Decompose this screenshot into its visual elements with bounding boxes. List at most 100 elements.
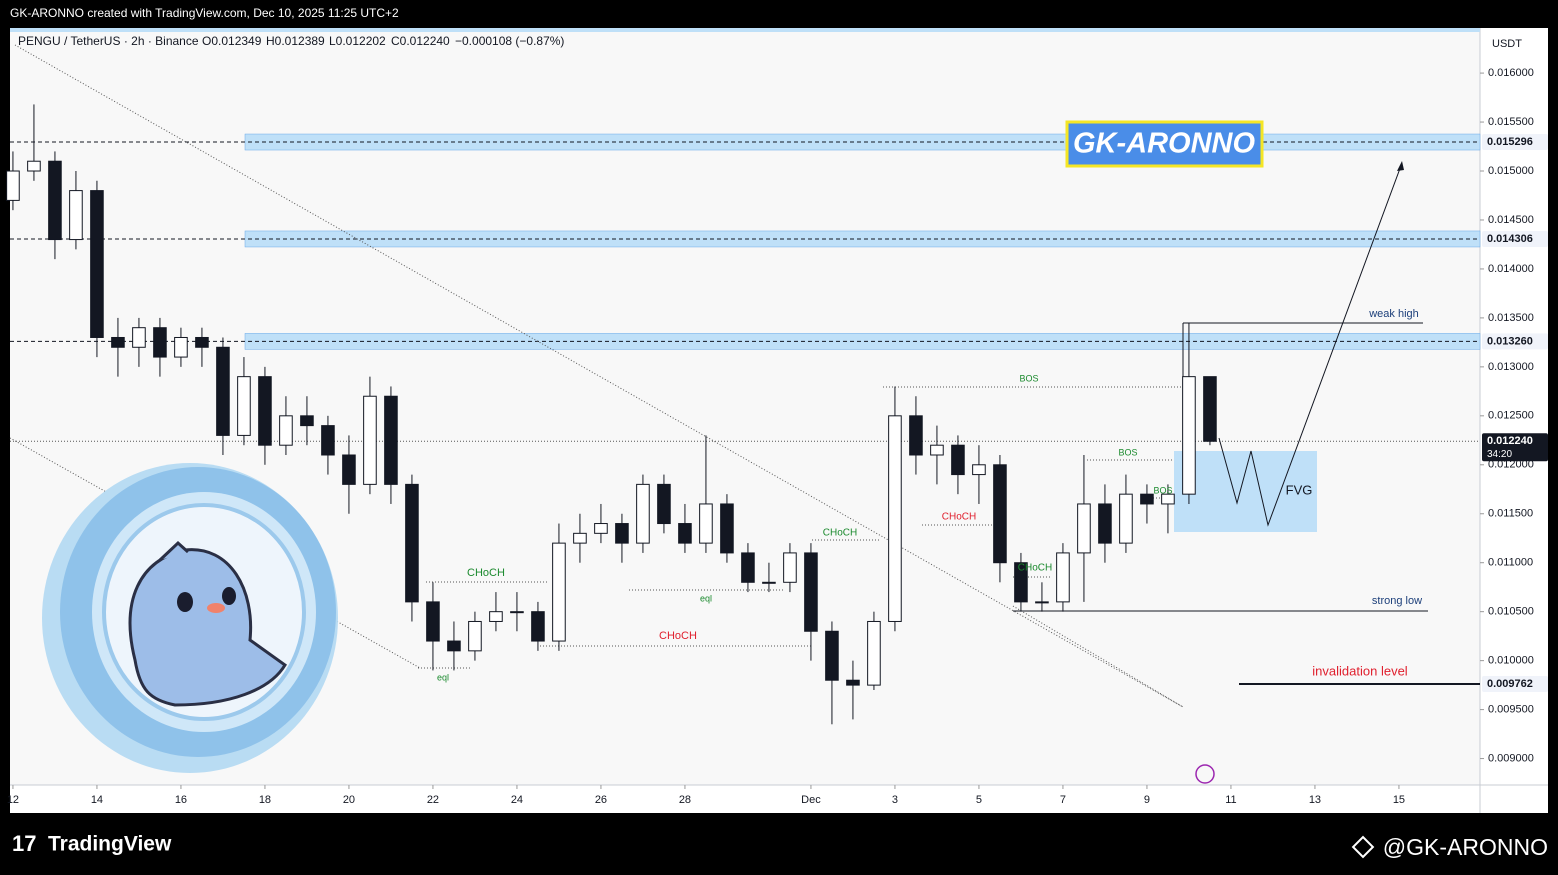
candle-body bbox=[825, 630, 839, 681]
y-tick-label: 0.016000 bbox=[1488, 67, 1534, 79]
pengu-logo bbox=[42, 463, 338, 773]
brand: TradingView bbox=[48, 833, 172, 856]
candle-body bbox=[1161, 493, 1175, 505]
candle-body bbox=[405, 483, 419, 603]
y-tick-label: 0.012000 bbox=[1488, 459, 1534, 471]
x-tick-label: 28 bbox=[679, 794, 691, 806]
candle-body bbox=[384, 395, 398, 485]
y-tick-label: 0.014000 bbox=[1488, 263, 1534, 275]
top-band bbox=[10, 28, 1480, 32]
candle-body bbox=[888, 415, 902, 622]
candle-body bbox=[426, 601, 440, 642]
y-tick-label: 0.012500 bbox=[1488, 410, 1534, 422]
annotation: CHoCH bbox=[942, 512, 976, 523]
price-label-box bbox=[1482, 230, 1548, 247]
time-axis bbox=[10, 785, 1548, 813]
y-tick-label: 0.015500 bbox=[1488, 116, 1534, 128]
projection-path bbox=[1218, 162, 1403, 527]
candle-body bbox=[1077, 503, 1091, 554]
candle-body bbox=[951, 444, 965, 476]
candle-body bbox=[1182, 376, 1196, 495]
candle-body bbox=[258, 376, 272, 446]
candle-body bbox=[993, 464, 1007, 564]
candle-body bbox=[615, 523, 629, 544]
candle-body bbox=[930, 444, 944, 456]
price-label-box bbox=[1482, 433, 1548, 462]
x-tick-label: 24 bbox=[511, 794, 523, 806]
candle-body bbox=[531, 611, 545, 642]
candle-body bbox=[279, 415, 293, 446]
author-icon bbox=[1351, 835, 1375, 859]
price-label: 0.014306 bbox=[1487, 233, 1533, 245]
projection-arrow bbox=[1397, 161, 1404, 171]
y-tick-label: 0.013000 bbox=[1488, 361, 1534, 373]
price-label: 0.015296 bbox=[1487, 136, 1533, 148]
ohlc-high: H0.012389 bbox=[266, 34, 325, 48]
y-tick-label: 0.014500 bbox=[1488, 214, 1534, 226]
annotation: invalidation level bbox=[1312, 663, 1408, 678]
x-tick-label: 15 bbox=[1393, 794, 1405, 806]
symbol: PENGU / TetherUS · 2h · Binance bbox=[18, 34, 199, 48]
annotation: CHoCH bbox=[1018, 563, 1052, 574]
price-label: 0.009762 bbox=[1487, 678, 1533, 690]
annotation: BOS bbox=[1153, 485, 1172, 495]
price-label: 0.012240 bbox=[1487, 435, 1533, 447]
x-tick-label: 12 bbox=[7, 794, 19, 806]
candle-body bbox=[69, 190, 83, 241]
credit: GK-ARONNO created with TradingView.com, … bbox=[10, 6, 399, 20]
y-tick-label: 0.009500 bbox=[1488, 704, 1534, 716]
candle-body bbox=[1035, 601, 1049, 604]
candle-body bbox=[342, 454, 356, 485]
candle-body bbox=[678, 523, 692, 544]
candle-body bbox=[1098, 503, 1112, 544]
candle-body bbox=[552, 542, 566, 642]
watermark: GK-ARONNO bbox=[1073, 128, 1255, 160]
currency: USDT bbox=[1492, 38, 1522, 50]
price-label: 0.013260 bbox=[1487, 335, 1533, 347]
candle-body bbox=[132, 327, 146, 348]
candle-body bbox=[489, 611, 503, 622]
x-tick-label: 3 bbox=[892, 794, 898, 806]
candle-body bbox=[510, 611, 524, 614]
candle-body bbox=[468, 620, 482, 652]
event-icon[interactable] bbox=[1195, 764, 1215, 784]
ohlc-close: C0.012240 bbox=[391, 34, 450, 48]
candle-body bbox=[447, 640, 461, 652]
annotation: FVG bbox=[1286, 482, 1313, 497]
candle-body bbox=[867, 620, 881, 686]
candle-body bbox=[27, 160, 41, 172]
price-axis bbox=[1480, 28, 1548, 785]
ohlc-open: O0.012349 bbox=[202, 34, 262, 48]
x-tick-label: Dec bbox=[801, 794, 821, 806]
annotation: strong low bbox=[1372, 595, 1422, 607]
candle-body bbox=[1014, 562, 1028, 603]
candle-body bbox=[594, 523, 608, 534]
candle-body bbox=[90, 190, 104, 338]
candle-body bbox=[237, 376, 251, 436]
candle-body bbox=[741, 552, 755, 583]
annotation: eql bbox=[437, 672, 449, 682]
y-tick-label: 0.009000 bbox=[1488, 752, 1534, 764]
y-tick-label: 0.011500 bbox=[1488, 508, 1533, 520]
candle-body bbox=[1056, 552, 1070, 603]
annotation: CHoCH bbox=[659, 630, 697, 642]
x-tick-label: 7 bbox=[1060, 794, 1066, 806]
author: @GK-ARONNO bbox=[1383, 834, 1548, 860]
annotation: weak high bbox=[1368, 308, 1419, 320]
x-tick-label: 9 bbox=[1144, 794, 1150, 806]
x-tick-label: 5 bbox=[976, 794, 982, 806]
x-tick-label: 13 bbox=[1309, 794, 1321, 806]
candle-body bbox=[762, 581, 776, 584]
x-tick-label: 16 bbox=[175, 794, 187, 806]
countdown: 34:20 bbox=[1487, 449, 1512, 460]
candle-body bbox=[321, 425, 335, 456]
change: −0.000108 (−0.87%) bbox=[455, 34, 564, 48]
x-tick-label: 18 bbox=[259, 794, 271, 806]
legend: PENGU / TetherUS · 2h · Binance O0.01234… bbox=[18, 34, 564, 48]
candle-body bbox=[153, 327, 167, 358]
candle-body bbox=[972, 464, 986, 476]
candle-body bbox=[573, 532, 587, 544]
candle-body bbox=[657, 483, 671, 525]
x-tick-label: 20 bbox=[343, 794, 355, 806]
